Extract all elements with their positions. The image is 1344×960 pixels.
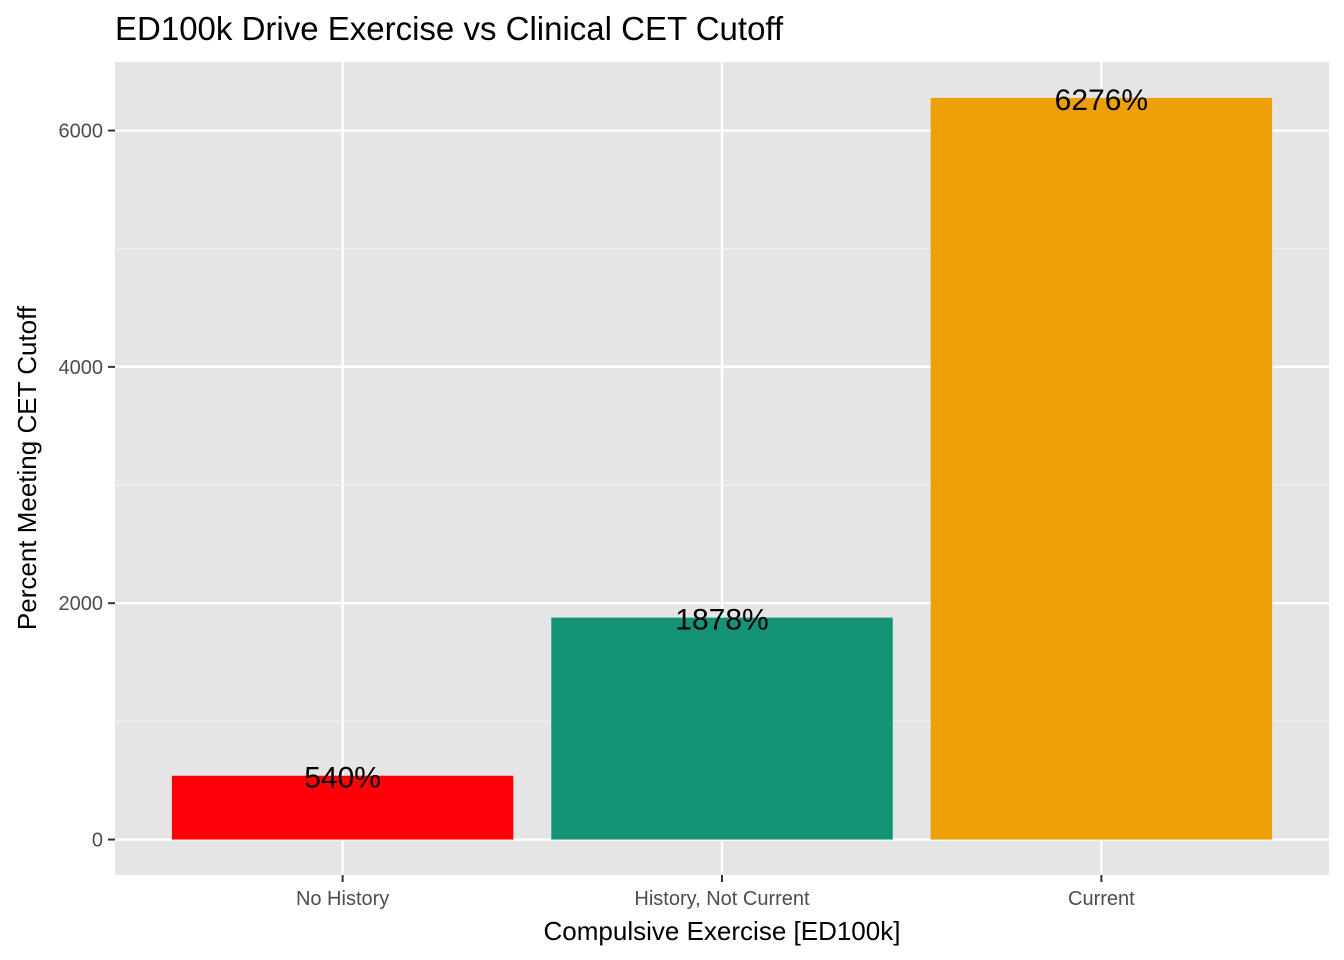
x-axis: No History History, Not Current Current [296, 875, 1135, 910]
bar-labels: 540% 1878% 6276% [304, 84, 1148, 795]
chart-title: ED100k Drive Exercise vs Clinical CET Cu… [115, 10, 784, 47]
x-tick-label: Current [1068, 888, 1135, 910]
x-tick-label: History, Not Current [634, 888, 810, 910]
bar-value-label: 6276% [1055, 84, 1148, 117]
bar [930, 97, 1273, 840]
y-axis-title: Percent Meeting CET Cutoff [12, 305, 42, 630]
y-tick-label: 4000 [59, 357, 104, 379]
bar-value-label: 1878% [675, 604, 768, 637]
bar [551, 617, 893, 840]
y-tick-label: 6000 [59, 121, 104, 143]
bar [171, 775, 514, 840]
y-tick-label: 0 [92, 830, 103, 852]
y-tick-label: 2000 [59, 593, 104, 615]
x-axis-title: Compulsive Exercise [ED100k] [544, 916, 901, 946]
bars [171, 97, 1273, 840]
x-tick-label: No History [296, 888, 389, 910]
bar-value-label: 540% [304, 762, 381, 795]
y-axis: 0 2000 4000 6000 [59, 121, 115, 852]
